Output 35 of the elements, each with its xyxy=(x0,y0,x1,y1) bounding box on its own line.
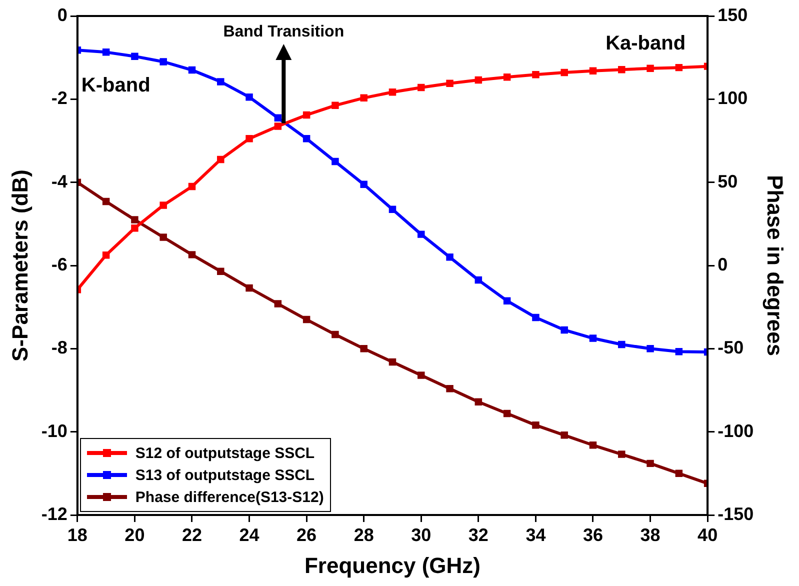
y-tick-label: -8 xyxy=(51,338,68,358)
x-tick-label: 36 xyxy=(582,524,604,545)
x-tick-label: 22 xyxy=(182,524,202,545)
x-tick-label: 34 xyxy=(526,524,546,545)
x-axis-title: Frequency (GHz) xyxy=(304,552,481,578)
x-tick-label: 20 xyxy=(124,524,145,545)
x-tick-label: 24 xyxy=(239,524,260,545)
x-tick-label: 26 xyxy=(296,524,317,545)
y-tick-label: -4 xyxy=(51,171,68,192)
y-axis-title: S-Parameters (dB) xyxy=(7,170,32,362)
legend-label: S12 of outputstage SSCL xyxy=(135,444,315,462)
y2-axis-title: Phase in degrees xyxy=(762,175,788,356)
legend-label: S13 of outputstage SSCL xyxy=(135,466,315,484)
annotation: K-band xyxy=(81,74,150,97)
x-tick-label: 18 xyxy=(67,524,88,545)
y2-tick-label: 100 xyxy=(718,88,748,108)
x-tick-label: 28 xyxy=(354,524,374,545)
x-tick-label: 32 xyxy=(468,524,488,545)
y-tick-label: -10 xyxy=(41,420,68,441)
y2-tick-label: 50 xyxy=(718,171,738,192)
y-tick-label: -2 xyxy=(51,88,68,108)
y2-tick-label: 0 xyxy=(718,254,728,274)
y2-tick-label: 150 xyxy=(718,4,748,25)
annotation: Ka-band xyxy=(606,32,686,55)
x-tick-label: 40 xyxy=(698,524,718,545)
x-tick-label: 38 xyxy=(640,524,660,545)
y-tick-label: -6 xyxy=(51,254,68,274)
annotation: Band Transition xyxy=(223,23,344,40)
y-tick-label: 0 xyxy=(57,4,68,25)
x-tick-label: 30 xyxy=(411,524,432,545)
y-tick-label: -12 xyxy=(41,504,68,524)
y2-tick-label: -100 xyxy=(718,420,754,441)
y2-tick-label: -50 xyxy=(718,338,744,358)
y2-tick-label: -150 xyxy=(718,504,754,524)
legend-label: Phase difference(S13-S12) xyxy=(135,488,324,506)
